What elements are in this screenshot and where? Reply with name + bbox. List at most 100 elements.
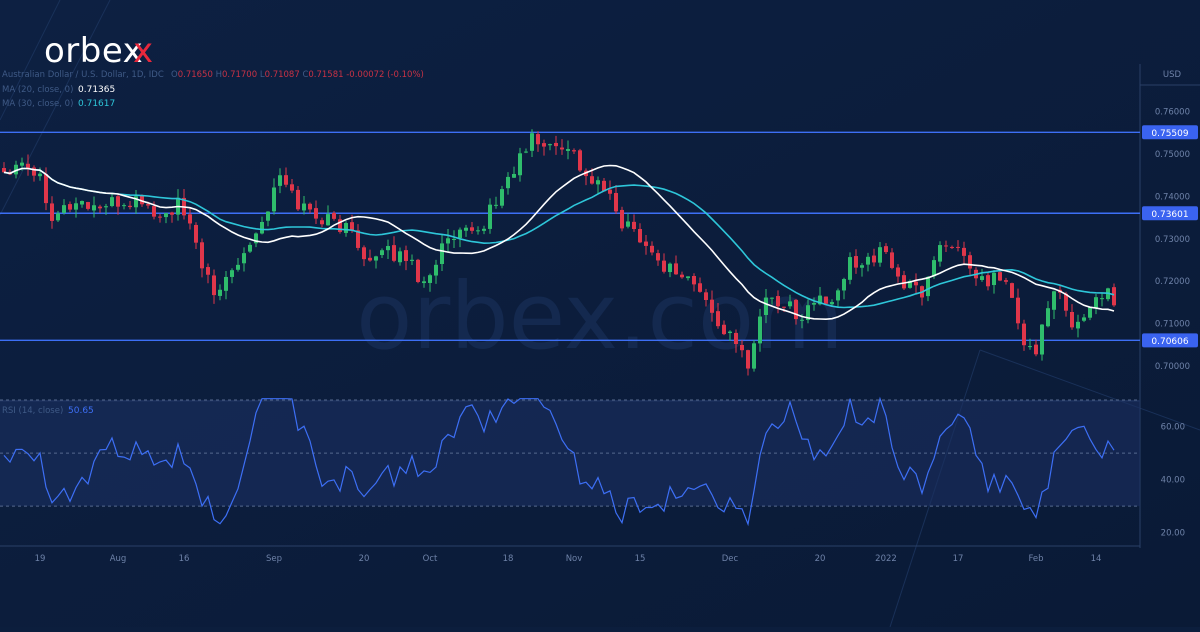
time-tick-label: 17 xyxy=(953,554,964,564)
candle xyxy=(944,240,948,253)
level-labels[interactable]: 0.75509 0.73601 0.70606 xyxy=(1142,125,1198,348)
candle-body xyxy=(980,276,984,280)
candle-body xyxy=(1040,324,1044,355)
candle xyxy=(386,239,390,259)
candle-body xyxy=(536,134,540,145)
candle-body xyxy=(884,246,888,253)
candle xyxy=(116,193,120,215)
candle-body xyxy=(704,292,708,300)
candle xyxy=(308,202,312,214)
candle xyxy=(1016,288,1020,330)
currency-label: USD xyxy=(1163,70,1182,80)
candle xyxy=(980,268,984,282)
candle-body xyxy=(614,192,618,212)
candle-body xyxy=(986,275,990,287)
candle-body xyxy=(146,204,150,206)
logo-x-accent: x xyxy=(133,31,153,71)
candle xyxy=(1034,339,1038,357)
candle xyxy=(806,299,810,324)
time-tick-label: 19 xyxy=(35,554,46,564)
candle xyxy=(1022,319,1026,351)
candle-body xyxy=(512,174,516,178)
ma20-label: MA (20, close, 0) xyxy=(2,85,73,95)
candle xyxy=(398,247,402,266)
candle xyxy=(254,232,258,248)
candle xyxy=(836,288,840,307)
candle-body xyxy=(686,276,690,279)
ohlc-key: C xyxy=(302,70,308,80)
candle xyxy=(332,211,336,221)
time-tick-label: 14 xyxy=(1091,554,1102,564)
candle-body xyxy=(224,276,228,291)
candle xyxy=(1046,301,1050,328)
price-tick-label: 0.73000 xyxy=(1155,235,1190,245)
candle-body xyxy=(320,220,324,225)
candle xyxy=(770,297,774,305)
candle-body xyxy=(470,227,474,231)
candle xyxy=(212,269,216,304)
time-tick-label: 2022 xyxy=(875,554,897,564)
candle xyxy=(368,249,372,262)
candle-body xyxy=(734,332,738,345)
candle-body xyxy=(290,184,294,191)
ma20-value: 0.71365 xyxy=(78,85,115,95)
candle xyxy=(68,201,72,213)
candle xyxy=(446,229,450,253)
candle-body xyxy=(656,253,660,261)
candle xyxy=(620,206,624,232)
candle xyxy=(1112,283,1116,307)
candle-body xyxy=(200,242,204,269)
candle-body xyxy=(890,252,894,268)
candle xyxy=(788,294,792,309)
price-tick-label: 0.72000 xyxy=(1155,277,1190,287)
candle-body xyxy=(152,206,156,217)
candle-body xyxy=(908,280,912,288)
candle xyxy=(530,129,534,158)
candle xyxy=(674,255,678,275)
candle-body xyxy=(260,221,264,234)
candle-body xyxy=(434,264,438,276)
candle-body xyxy=(878,247,882,263)
candle-body xyxy=(1064,293,1068,311)
candle xyxy=(488,198,492,234)
candle xyxy=(1088,306,1092,321)
candle xyxy=(608,180,612,200)
candle-body xyxy=(668,263,672,273)
candle-body xyxy=(1094,297,1098,308)
candle-body xyxy=(332,212,336,219)
candle-body xyxy=(86,202,90,209)
candle xyxy=(32,165,36,182)
candle-body xyxy=(284,175,288,185)
candle-body xyxy=(692,276,696,285)
candle xyxy=(104,203,108,215)
candle-body xyxy=(1028,346,1032,348)
candle xyxy=(776,290,780,314)
candle-body xyxy=(158,216,162,218)
candle xyxy=(518,147,522,182)
ohlc-change: -0.00072 (-0.10%) xyxy=(346,70,424,80)
candle-body xyxy=(608,189,612,194)
candle-body xyxy=(554,142,558,147)
candle xyxy=(656,249,660,266)
candle xyxy=(722,320,726,336)
rsi-line-group xyxy=(3,396,1115,527)
candle xyxy=(992,269,996,294)
candle xyxy=(668,262,672,278)
candle-body xyxy=(218,289,222,296)
candle xyxy=(566,140,570,160)
candle-body xyxy=(20,162,24,166)
candle-body xyxy=(800,319,804,321)
candle xyxy=(848,252,852,285)
candle-body xyxy=(428,275,432,283)
time-tick-label: Oct xyxy=(423,554,438,564)
candle-body xyxy=(632,221,636,230)
candle-body xyxy=(782,306,786,308)
candle-body xyxy=(896,267,900,277)
candle xyxy=(236,258,240,272)
rsi-line xyxy=(3,396,1115,527)
candle-body xyxy=(1046,308,1050,327)
candle-body xyxy=(1082,317,1086,321)
candle xyxy=(242,247,246,272)
candle xyxy=(230,268,234,284)
